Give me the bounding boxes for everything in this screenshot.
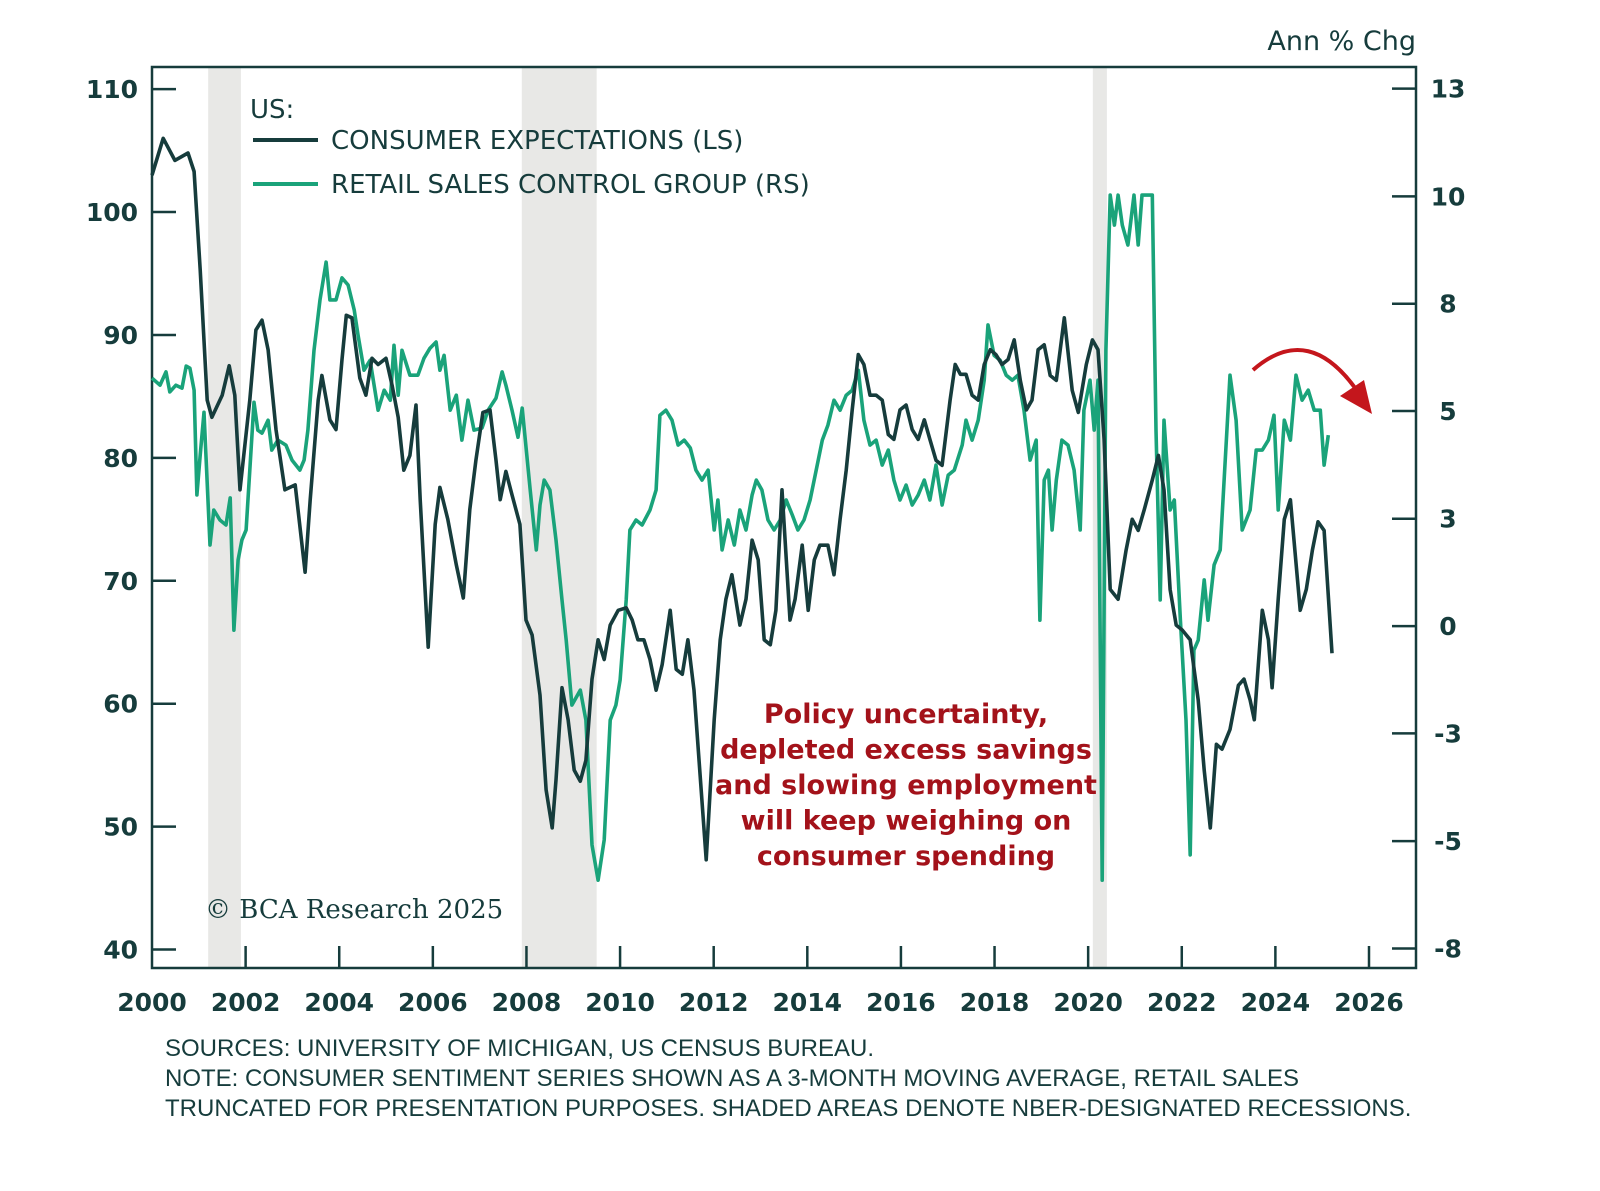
x-tick-label: 2016 xyxy=(866,988,936,1017)
annotation-line: depleted excess savings xyxy=(720,735,1092,766)
legend-label-expectations: CONSUMER EXPECTATIONS (LS) xyxy=(331,126,743,156)
consumer-expectations-line xyxy=(150,136,1334,862)
left-tick-label: 100 xyxy=(86,198,138,227)
x-tick-label: 2026 xyxy=(1334,988,1404,1017)
recession-shading xyxy=(208,67,1107,968)
left-axis: 40 50 60 70 80 90 100 110 xyxy=(86,75,176,965)
right-tick-label: 0 xyxy=(1439,612,1456,641)
right-tick-label: -5 xyxy=(1434,827,1462,856)
x-tick-label: 2018 xyxy=(960,988,1030,1017)
x-tick-label: 2010 xyxy=(585,988,655,1017)
x-tick-label: 2004 xyxy=(304,988,374,1017)
right-tick-label: -3 xyxy=(1434,719,1462,748)
left-tick-label: 60 xyxy=(103,690,138,719)
note-text: NOTE: CONSUMER SENTIMENT SERIES SHOWN AS… xyxy=(165,1065,1412,1122)
left-tick-label: 90 xyxy=(103,321,138,350)
left-tick-label: 50 xyxy=(103,813,138,842)
legend: US: CONSUMER EXPECTATIONS (LS) RETAIL SA… xyxy=(250,95,810,200)
left-tick-label: 70 xyxy=(103,567,138,596)
right-axis: -8 -5 -3 0 3 5 8 10 13 xyxy=(1392,75,1466,963)
annotation-line: will keep weighing on xyxy=(741,806,1072,837)
right-tick-label: 10 xyxy=(1431,182,1466,211)
retail-sales-line xyxy=(150,193,1331,882)
x-tick-label: 2012 xyxy=(679,988,749,1017)
annotation-line: consumer spending xyxy=(757,841,1055,872)
x-axis: 2000 2002 2004 2006 2008 2010 2012 2014 2016 2018… xyxy=(117,946,1404,1017)
annotation-line: and slowing employment xyxy=(715,770,1097,801)
left-tick-label: 80 xyxy=(103,444,138,473)
chart-footer: SOURCES: UNIVERSITY OF MICHIGAN, US CENS… xyxy=(165,1034,1425,1124)
right-tick-label: 3 xyxy=(1439,505,1456,534)
right-tick-label: 5 xyxy=(1439,397,1456,426)
x-tick-label: 2002 xyxy=(211,988,281,1017)
x-tick-label: 2014 xyxy=(773,988,843,1017)
series-lines xyxy=(150,136,1334,882)
x-tick-label: 2024 xyxy=(1241,988,1311,1017)
x-tick-label: 2020 xyxy=(1053,988,1123,1017)
x-tick-label: 2000 xyxy=(117,988,187,1017)
dual-axis-line-chart: Ann % Chg 40 50 60 70 80 90 100 110 -8 -5 -3 0 3 5 8 1… xyxy=(86,26,1466,1017)
sources-text: SOURCES: UNIVERSITY OF MICHIGAN, US CENS… xyxy=(165,1035,874,1062)
legend-label-retail: RETAIL SALES CONTROL GROUP (RS) xyxy=(331,170,810,200)
copyright-logo: © BCA Research 2025 xyxy=(205,895,503,925)
x-tick-label: 2006 xyxy=(398,988,468,1017)
right-axis-title: Ann % Chg xyxy=(1267,26,1416,57)
legend-title: US: xyxy=(250,95,294,125)
annotation-line: Policy uncertainty, xyxy=(764,699,1048,730)
annotation-text: Policy uncertainty, depleted excess savin… xyxy=(715,699,1097,872)
right-tick-label: 8 xyxy=(1439,290,1456,319)
x-tick-label: 2008 xyxy=(492,988,562,1017)
left-tick-label: 110 xyxy=(86,75,138,104)
right-tick-label: 13 xyxy=(1431,75,1466,104)
left-tick-label: 40 xyxy=(103,936,138,965)
down-arrow-icon xyxy=(1251,348,1372,414)
x-tick-label: 2022 xyxy=(1147,988,1217,1017)
right-tick-label: -8 xyxy=(1434,934,1462,963)
